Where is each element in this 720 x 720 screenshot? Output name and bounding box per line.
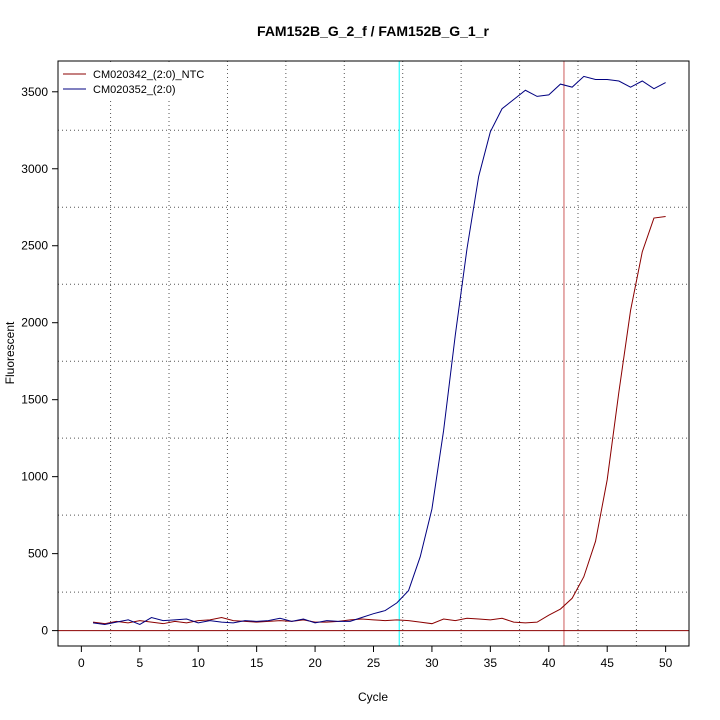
x-tick-label: 45: [601, 656, 615, 670]
grid: [58, 61, 689, 646]
chart-title: FAM152B_G_2_f / FAM152B_G_1_r: [257, 23, 489, 39]
y-tick-label: 0: [41, 624, 48, 638]
y-tick-label: 2500: [21, 239, 48, 253]
y-axis-label: Fluorescent: [3, 321, 17, 384]
x-tick-label: 35: [484, 656, 498, 670]
x-axis-label: Cycle: [358, 690, 388, 704]
x-tick-label: 40: [542, 656, 556, 670]
legend-label-sample: CM020352_(2:0): [93, 84, 176, 96]
y-axis: 0 500 1000 1500 2000 2500 3000 3500: [21, 85, 58, 638]
x-tick-label: 0: [78, 656, 85, 670]
x-tick-label: 10: [192, 656, 206, 670]
y-tick-label: 500: [28, 547, 48, 561]
x-tick-label: 30: [425, 656, 439, 670]
x-tick-label: 50: [659, 656, 673, 670]
y-tick-label: 1000: [21, 470, 48, 484]
legend: CM020342_(2:0)_NTC CM020352_(2:0): [59, 62, 227, 98]
y-tick-label: 3000: [21, 162, 48, 176]
legend-label-ntc: CM020342_(2:0)_NTC: [93, 69, 204, 81]
x-tick-label: 25: [367, 656, 381, 670]
x-axis: 0 5 10 15 20 25 30 35 40 45 50: [78, 646, 673, 670]
legend-box: [59, 62, 227, 98]
x-tick-label: 15: [250, 656, 264, 670]
series-line-1: [92, 75, 666, 626]
y-tick-label: 1500: [21, 393, 48, 407]
x-tick-label: 5: [136, 656, 143, 670]
x-tick-label: 20: [308, 656, 322, 670]
y-tick-label: 2000: [21, 316, 48, 330]
reference-lines: [58, 61, 689, 646]
series-line-0: [92, 215, 666, 625]
y-tick-label: 3500: [21, 85, 48, 99]
series-lines: [92, 75, 666, 626]
